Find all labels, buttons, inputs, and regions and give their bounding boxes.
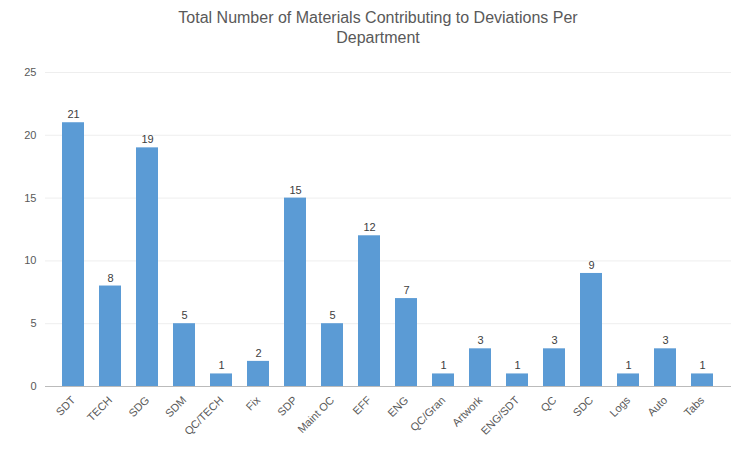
svg-text:5: 5	[329, 309, 335, 321]
svg-text:3: 3	[551, 334, 557, 346]
svg-text:1: 1	[699, 359, 705, 371]
svg-text:25: 25	[24, 66, 36, 78]
svg-text:2: 2	[255, 347, 261, 359]
svg-text:19: 19	[141, 133, 153, 145]
svg-text:SDP: SDP	[275, 394, 299, 418]
svg-text:ENG/SDT: ENG/SDT	[478, 394, 521, 437]
svg-text:12: 12	[363, 221, 375, 233]
svg-text:7: 7	[403, 284, 409, 296]
svg-text:15: 15	[289, 184, 301, 196]
svg-text:Maint OC: Maint OC	[295, 394, 336, 435]
svg-text:8: 8	[107, 272, 113, 284]
html-text:Total Number of Materials Cont: Total Number of Materials Contributing t…	[178, 9, 578, 46]
svg-text:1: 1	[514, 359, 520, 371]
svg-text:10: 10	[24, 254, 36, 266]
svg-text:QC/Gran: QC/Gran	[408, 394, 448, 434]
svg-text:SDG: SDG	[126, 394, 151, 419]
svg-text:Auto: Auto	[645, 394, 669, 418]
svg-text:Tabs: Tabs	[681, 393, 706, 418]
svg-text:EFF: EFF	[350, 394, 373, 417]
svg-text:20: 20	[24, 129, 36, 141]
svg-text:3: 3	[662, 334, 668, 346]
svg-text:5: 5	[30, 317, 36, 329]
svg-text:5: 5	[181, 309, 187, 321]
svg-text:QC: QC	[538, 394, 558, 414]
svg-text:9: 9	[588, 259, 594, 271]
svg-text:SDM: SDM	[163, 394, 189, 420]
svg-text:0: 0	[30, 380, 36, 392]
svg-text:TECH: TECH	[85, 394, 115, 424]
svg-text:15: 15	[24, 192, 36, 204]
svg-text:3: 3	[477, 334, 483, 346]
svg-text:ENG: ENG	[385, 394, 410, 419]
svg-text:SDT: SDT	[53, 394, 77, 418]
svg-text:1: 1	[218, 359, 224, 371]
svg-text:Artwork: Artwork	[450, 393, 485, 428]
svg-text:SDC: SDC	[570, 394, 595, 419]
svg-text:21: 21	[67, 108, 79, 120]
svg-text:Logs: Logs	[607, 393, 633, 419]
svg-text:QC/TECH: QC/TECH	[182, 394, 226, 438]
svg-text:1: 1	[440, 359, 446, 371]
svg-text:Fix: Fix	[244, 393, 263, 412]
svg-text:1: 1	[625, 359, 631, 371]
